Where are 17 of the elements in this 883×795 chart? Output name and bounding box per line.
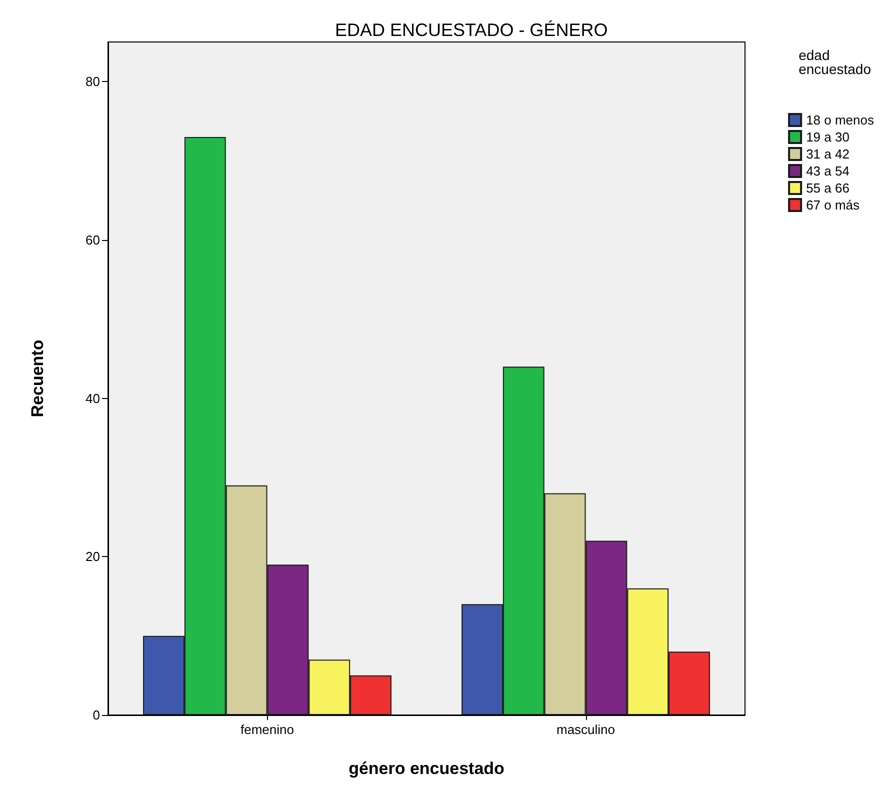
legend-label: 55 a 66 [806, 180, 850, 196]
x-tick-label: masculino [556, 722, 616, 737]
chart-title: EDAD ENCUESTADO - GÉNERO [335, 20, 608, 40]
legend-label: 67 o más [806, 198, 860, 212]
legend-label: 31 a 42 [806, 146, 850, 162]
x-tick-label: femenino [240, 722, 294, 737]
x-axis-title: género encuestado [348, 759, 504, 778]
legend-label: 43 a 54 [806, 164, 850, 178]
y-tick-label: 20 [86, 549, 100, 564]
y-tick-label: 80 [86, 74, 100, 90]
y-tick-label: 60 [86, 232, 100, 248]
y-tick-label: 40 [86, 390, 100, 406]
legend-title: edad encuestado [798, 47, 872, 77]
y-tick-label: 0 [92, 708, 100, 722]
legend-label: 19 a 30 [806, 130, 850, 144]
y-axis-title: Recuento [28, 340, 47, 418]
legend-label: 18 o menos [806, 112, 874, 128]
